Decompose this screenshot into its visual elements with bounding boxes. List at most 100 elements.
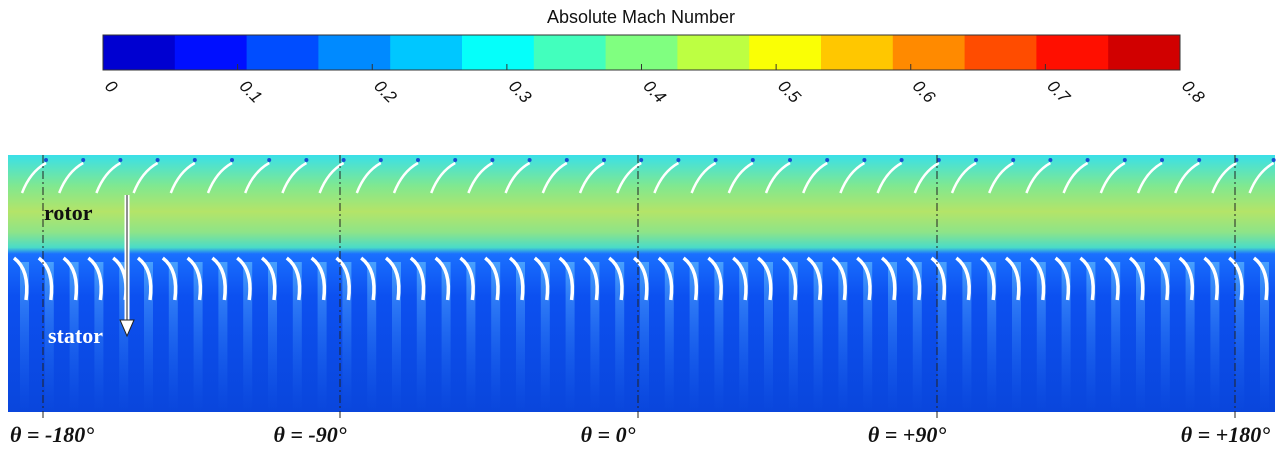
stator-blade [335, 256, 351, 301]
stator-blade [12, 256, 29, 301]
stator-blade [856, 256, 872, 301]
stator-blade [186, 256, 203, 301]
stator-blade [1252, 256, 1269, 301]
position-label: θ = -180° [10, 422, 94, 447]
rotor-blade [950, 161, 977, 194]
wake [1012, 262, 1021, 412]
stator-blade [384, 256, 401, 301]
color-band [103, 35, 176, 70]
wake [168, 262, 178, 412]
wake [813, 262, 823, 412]
stator-blade [37, 256, 54, 301]
tick-label: 0.2 [370, 77, 401, 108]
rotor-blade [913, 161, 940, 194]
position-label: θ = +180° [1181, 422, 1270, 447]
stator-blade [905, 256, 922, 301]
wake [1210, 262, 1220, 412]
wake [119, 262, 129, 412]
wake [764, 262, 773, 412]
rotor-blade [839, 161, 866, 194]
rotor-blade [876, 161, 903, 194]
blade-tip [453, 158, 458, 162]
rotor-blade [541, 161, 568, 194]
wake [640, 262, 649, 412]
wake [94, 262, 104, 412]
blade-tip [713, 158, 718, 162]
blade-tip [1048, 158, 1053, 162]
rotor-blade [1248, 161, 1275, 194]
blade-tip [490, 158, 495, 162]
blade-tip [230, 158, 234, 162]
wake [590, 262, 600, 412]
tick-label: 0.8 [1178, 77, 1209, 108]
color-band [1036, 35, 1109, 70]
blade-tip [1160, 158, 1164, 162]
blade-tip [862, 158, 867, 162]
wake [243, 262, 253, 412]
wake [863, 262, 873, 412]
wake [1160, 262, 1170, 412]
wake [739, 262, 749, 412]
tick-label: 0.3 [505, 77, 536, 108]
stator-blade [756, 256, 773, 301]
blade-tip [1197, 158, 1202, 162]
rotor-blade [430, 161, 456, 194]
rotor-blade [244, 161, 270, 194]
wake [193, 262, 203, 412]
blade-tip [81, 158, 86, 162]
stator-blade [1079, 256, 1095, 301]
rotor-blade [1136, 161, 1163, 194]
stator-blade [434, 256, 451, 301]
wake [218, 262, 228, 412]
blade-tip [267, 158, 272, 162]
stator-blade [87, 256, 103, 301]
blade-tip [936, 158, 941, 162]
blade-tip [155, 158, 160, 162]
wake [367, 262, 377, 412]
stator-blade [781, 256, 798, 301]
colorbar: 0 0.1 0.2 0.3 0.4 0.5 0.6 0.7 0.8 [101, 35, 1209, 107]
rotor-blade [504, 161, 531, 194]
wake [540, 262, 550, 412]
wake [441, 262, 451, 412]
rotor-blade [764, 161, 791, 194]
rotor-blade [467, 161, 494, 194]
tick-label: 0.5 [774, 77, 805, 108]
wake [20, 262, 29, 412]
color-band [1108, 35, 1181, 70]
stator-blade [583, 256, 599, 301]
wake [1235, 262, 1245, 412]
rotor-blade [392, 161, 419, 194]
stator-blade [62, 256, 79, 301]
blade-tip [1122, 158, 1127, 162]
wake [912, 262, 922, 412]
blade-tip [825, 158, 830, 162]
tick-label: 0.1 [236, 77, 266, 107]
stator-blade [1203, 256, 1219, 301]
stator-blade [409, 256, 426, 301]
stator-blade [955, 256, 971, 301]
tick-label: 0.7 [1043, 77, 1074, 108]
position-label: θ = 0° [581, 422, 636, 447]
blade-tip [378, 158, 383, 162]
stator-blade [211, 256, 227, 301]
rotor-blade [1062, 161, 1089, 194]
blade-tip [192, 158, 197, 162]
rotor-blade [690, 161, 717, 194]
wake [292, 262, 302, 412]
wake [565, 262, 575, 412]
stator-blade [1029, 256, 1046, 301]
wake [516, 262, 525, 412]
color-band [677, 35, 750, 70]
wake [416, 262, 426, 412]
blade-tip [304, 158, 309, 162]
wake [714, 262, 724, 412]
blade-tip [899, 158, 904, 162]
stator-blade [1054, 256, 1071, 301]
stator-blade [1128, 256, 1145, 301]
stator-blade [236, 256, 252, 301]
wake [788, 262, 798, 412]
wake [342, 262, 352, 412]
stator-blade [682, 256, 699, 301]
